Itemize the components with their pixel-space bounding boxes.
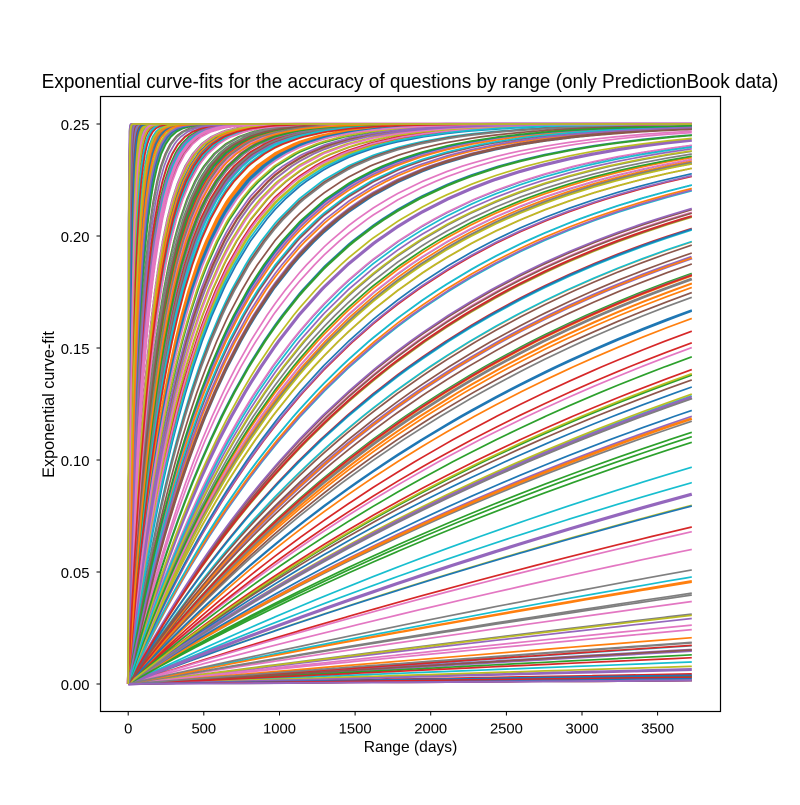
svg-text:2000: 2000 <box>414 722 447 738</box>
svg-text:0.05: 0.05 <box>61 566 90 582</box>
svg-text:0.20: 0.20 <box>61 230 90 246</box>
svg-text:3000: 3000 <box>566 722 599 738</box>
svg-text:0.15: 0.15 <box>61 342 90 358</box>
svg-text:1000: 1000 <box>263 722 296 738</box>
svg-text:3500: 3500 <box>641 722 674 738</box>
svg-text:2500: 2500 <box>490 722 523 738</box>
svg-text:500: 500 <box>191 722 216 738</box>
svg-text:Exponential curve-fit: Exponential curve-fit <box>40 331 58 478</box>
svg-text:0.10: 0.10 <box>61 454 90 470</box>
svg-text:0.25: 0.25 <box>61 118 90 134</box>
svg-text:1500: 1500 <box>339 722 372 738</box>
svg-text:0: 0 <box>124 722 132 738</box>
svg-text:Exponential curve-fits for the: Exponential curve-fits for the accuracy … <box>42 70 779 93</box>
svg-text:Range (days): Range (days) <box>364 739 458 756</box>
svg-text:0.00: 0.00 <box>61 678 90 694</box>
